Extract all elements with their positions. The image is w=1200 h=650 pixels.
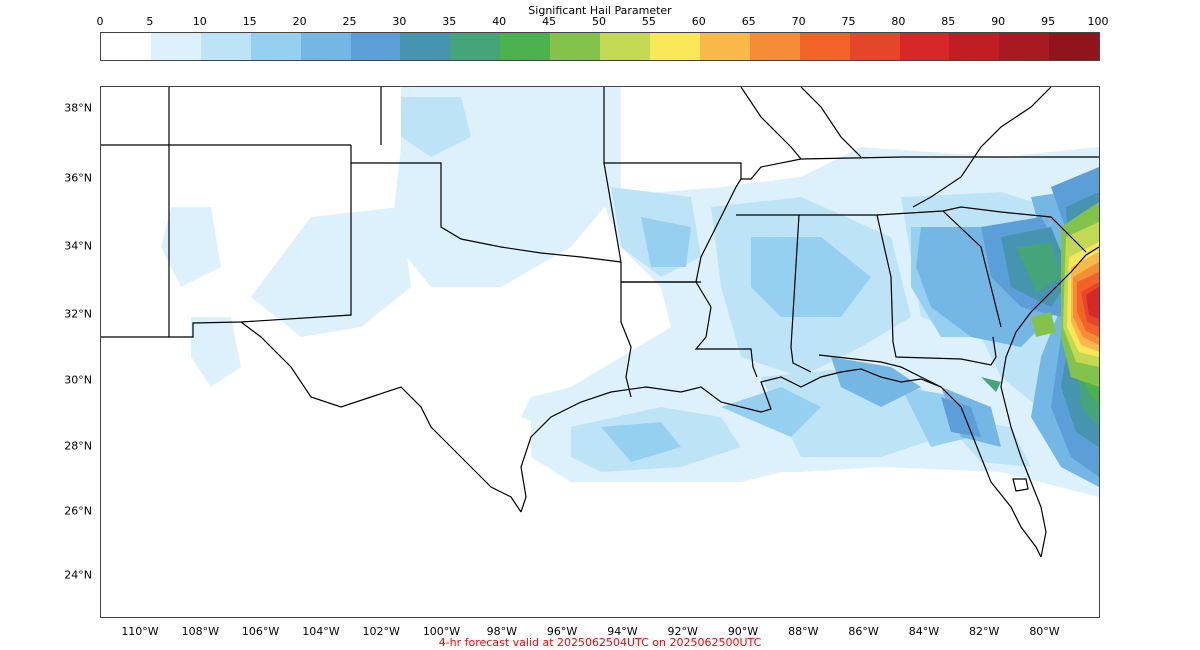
colorbar-tick-label: 80: [891, 15, 906, 28]
longitude-label: 96°W: [546, 625, 578, 638]
longitude-label: 84°W: [908, 625, 940, 638]
colorbar-segment: [450, 33, 501, 60]
colorbar-segment: [600, 33, 650, 60]
latitude-label: 30°N: [64, 373, 92, 387]
colorbar-tick-label: 100: [1087, 15, 1109, 28]
colorbar-tick-label: 65: [741, 15, 756, 28]
colorbar-title: Significant Hail Parameter: [528, 4, 672, 17]
latitude-label: 26°N: [64, 504, 92, 518]
colorbar-segment: [999, 33, 1050, 60]
colorbar-segment: [101, 33, 151, 60]
longitude-label: 88°W: [788, 625, 819, 638]
colorbar-tick-label: 5: [146, 15, 154, 28]
colorbar-segment: [400, 33, 451, 60]
colorbar-segment: [550, 33, 601, 60]
colorbar-tick-label: 10: [192, 15, 207, 28]
longitude-label: 98°W: [486, 625, 517, 638]
longitude-label: 82°W: [969, 625, 1000, 638]
colorbar-tick-label: 55: [641, 15, 656, 28]
colorbar-segment: [250, 33, 301, 60]
colorbar-tick-label: 45: [542, 15, 557, 28]
longitude-label: 94°W: [607, 625, 638, 638]
colorbar-tick-label: 95: [1041, 15, 1056, 28]
colorbar-segment: [150, 33, 201, 60]
shp-field-80-85: [1086, 287, 1099, 319]
longitude-label: 104°W: [302, 625, 340, 638]
forecast-valid-text: 4-hr forecast valid at 2025062504UTC on …: [438, 636, 762, 649]
latitude-label: 36°N: [64, 171, 92, 185]
longitude-label: 108°W: [181, 625, 219, 638]
longitude-label: 106°W: [241, 625, 280, 638]
longitude-label: 92°W: [667, 625, 698, 638]
longitude-label: 86°W: [848, 625, 879, 638]
latitude-label: 34°N: [64, 239, 92, 253]
latitude-label: 32°N: [64, 307, 92, 321]
map-panel: [100, 86, 1100, 618]
colorbar-tick-label: 60: [691, 15, 706, 28]
colorbar-tick-label: 40: [492, 15, 507, 28]
state-borders: [101, 87, 1099, 513]
colorbar-tick-label: 15: [242, 15, 257, 28]
colorbar-tick-label: 85: [941, 15, 956, 28]
colorbar-segment: [649, 33, 700, 60]
colorbar-segment: [699, 33, 750, 60]
latitude-label: 24°N: [64, 568, 92, 582]
longitude-label: 90°W: [727, 625, 759, 638]
colorbar-tick-label: 50: [592, 15, 606, 28]
colorbar-tick-label: 25: [342, 15, 357, 28]
colorbar-segment: [849, 33, 900, 60]
latitude-label: 28°N: [64, 439, 92, 453]
colorbar-segment: [350, 33, 401, 60]
colorbar: [100, 32, 1100, 61]
colorbar-segment: [300, 33, 351, 60]
colorbar-segment: [749, 33, 800, 60]
coastline: [520, 246, 1099, 558]
longitude-label: 110°W: [121, 625, 159, 638]
colorbar-segment: [200, 33, 251, 60]
colorbar-segment: [500, 33, 551, 60]
longitude-label: 102°W: [362, 625, 400, 638]
colorbar-tick-label: 20: [292, 15, 307, 28]
latitude-label: 38°N: [64, 101, 92, 115]
longitude-label: 80°W: [1029, 625, 1060, 638]
colorbar-tick-label: 75: [841, 15, 856, 28]
colorbar-tick-label: 0: [96, 15, 104, 28]
map-svg: [101, 87, 1099, 558]
colorbar-tick-label: 35: [442, 15, 457, 28]
longitude-label: 100°W: [422, 625, 461, 638]
colorbar-segment: [949, 33, 1000, 60]
colorbar-segment: [1049, 33, 1100, 60]
colorbar-segment: [799, 33, 850, 60]
colorbar-tick-label: 30: [392, 15, 407, 28]
colorbar-tick-label: 70: [791, 15, 806, 28]
colorbar-segment: [899, 33, 950, 60]
colorbar-tick-label: 90: [991, 15, 1006, 28]
